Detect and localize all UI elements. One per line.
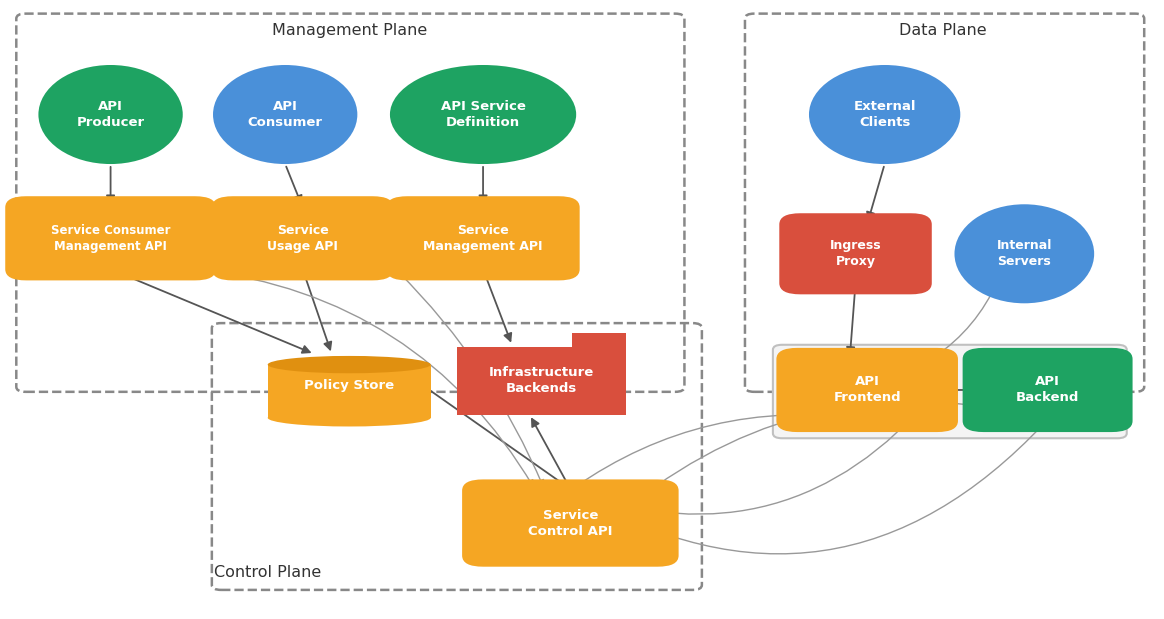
Ellipse shape bbox=[809, 65, 960, 164]
Ellipse shape bbox=[268, 409, 431, 426]
Bar bbox=[572, 333, 626, 347]
Bar bbox=[456, 347, 626, 415]
Text: Service
Management API: Service Management API bbox=[424, 224, 542, 253]
FancyBboxPatch shape bbox=[386, 196, 580, 280]
Ellipse shape bbox=[213, 65, 357, 164]
FancyBboxPatch shape bbox=[6, 196, 217, 280]
Ellipse shape bbox=[390, 65, 576, 164]
Text: API
Frontend: API Frontend bbox=[833, 376, 901, 404]
Text: Service
Control API: Service Control API bbox=[528, 509, 612, 537]
FancyBboxPatch shape bbox=[776, 348, 958, 432]
Text: API
Producer: API Producer bbox=[77, 100, 144, 129]
Text: External
Clients: External Clients bbox=[853, 100, 916, 129]
Text: Internal
Servers: Internal Servers bbox=[996, 240, 1052, 268]
Text: API
Consumer: API Consumer bbox=[248, 100, 322, 129]
FancyBboxPatch shape bbox=[780, 213, 931, 295]
FancyBboxPatch shape bbox=[773, 345, 1127, 438]
Text: Management Plane: Management Plane bbox=[271, 24, 427, 38]
FancyBboxPatch shape bbox=[462, 479, 679, 567]
Ellipse shape bbox=[38, 65, 183, 164]
Text: Policy Store: Policy Store bbox=[304, 379, 395, 392]
Text: Service
Usage API: Service Usage API bbox=[268, 224, 338, 253]
Text: Data Plane: Data Plane bbox=[899, 24, 987, 38]
Text: API Service
Definition: API Service Definition bbox=[441, 100, 525, 129]
Text: Ingress
Proxy: Ingress Proxy bbox=[830, 240, 881, 268]
Ellipse shape bbox=[954, 204, 1094, 303]
Text: Control Plane: Control Plane bbox=[214, 565, 321, 580]
Bar bbox=[268, 365, 431, 418]
Text: API
Backend: API Backend bbox=[1016, 376, 1079, 404]
Ellipse shape bbox=[268, 356, 431, 373]
FancyBboxPatch shape bbox=[212, 196, 393, 280]
Text: Infrastructure
Backends: Infrastructure Backends bbox=[489, 366, 594, 395]
Text: Service Consumer
Management API: Service Consumer Management API bbox=[51, 224, 170, 253]
FancyBboxPatch shape bbox=[963, 348, 1133, 432]
